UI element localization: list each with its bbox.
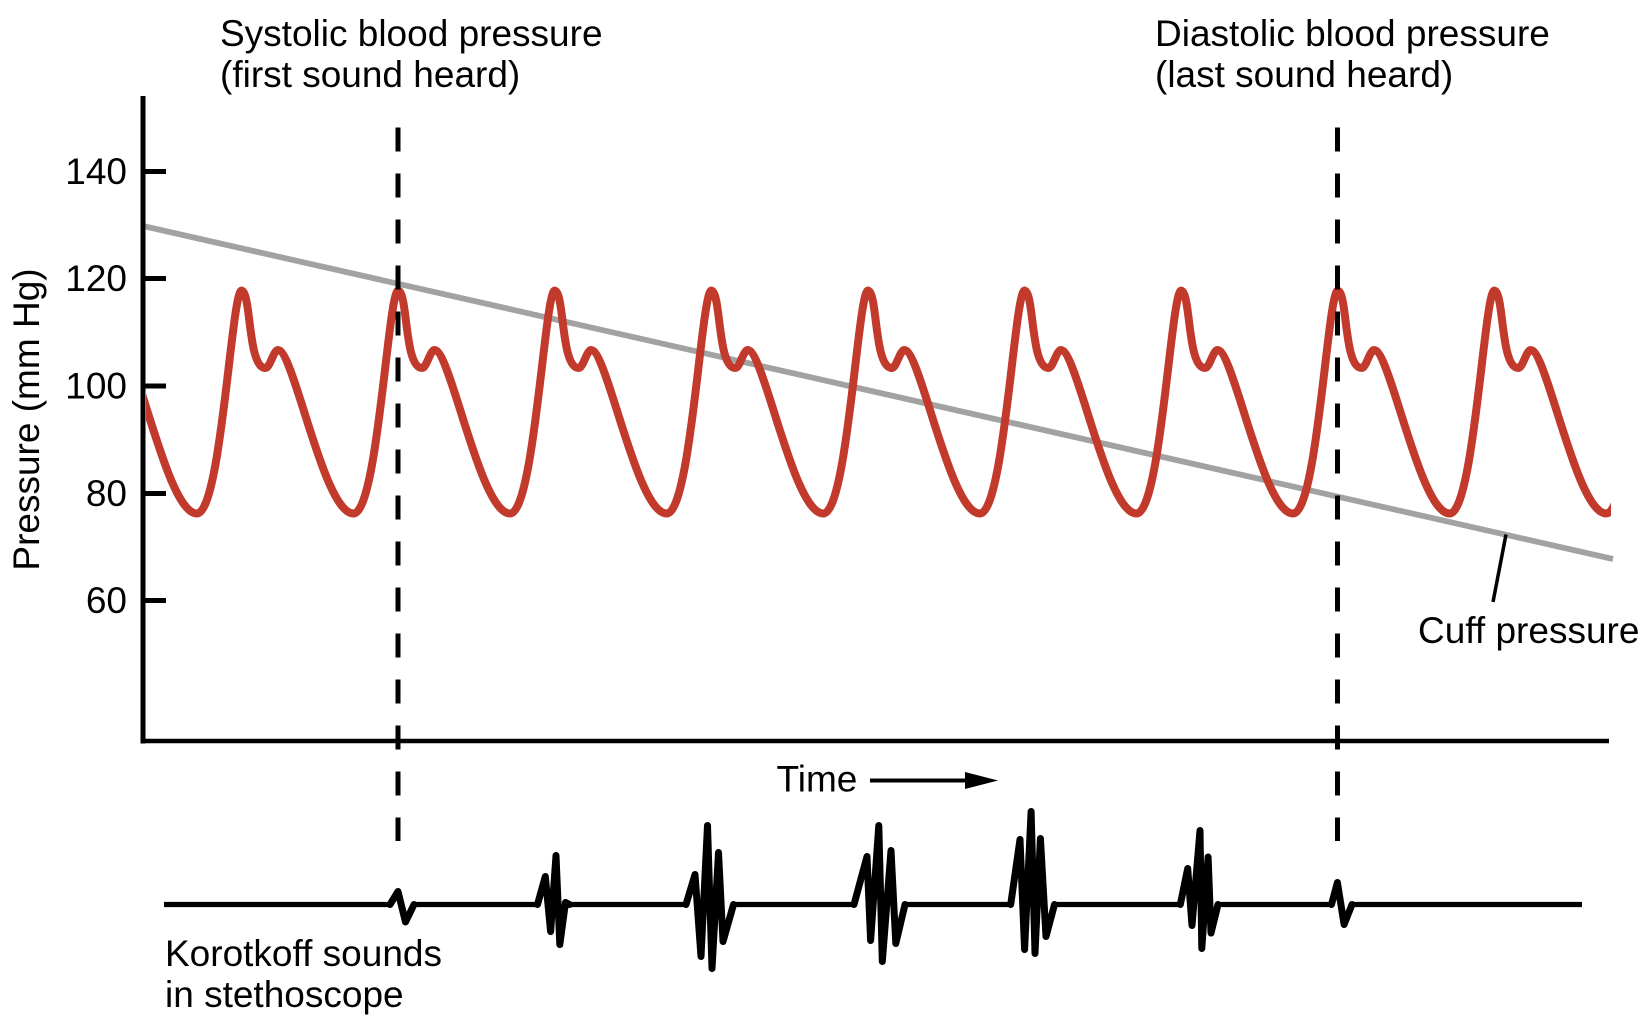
svg-text:in stethoscope: in stethoscope [165, 974, 404, 1015]
svg-text:Systolic blood pressure: Systolic blood pressure [220, 13, 603, 54]
svg-text:60: 60 [86, 580, 127, 621]
svg-text:Cuff pressure: Cuff pressure [1418, 610, 1639, 651]
svg-text:(last sound heard): (last sound heard) [1155, 54, 1453, 95]
svg-text:80: 80 [86, 473, 127, 514]
svg-text:Korotkoff sounds: Korotkoff sounds [165, 933, 442, 974]
svg-text:Time: Time [777, 759, 858, 800]
svg-text:100: 100 [65, 366, 127, 407]
svg-text:140: 140 [65, 151, 127, 192]
svg-text:(first sound heard): (first sound heard) [220, 54, 520, 95]
svg-text:Diastolic blood pressure: Diastolic blood pressure [1155, 13, 1550, 54]
svg-text:120: 120 [65, 258, 127, 299]
svg-text:Pressure (mm Hg): Pressure (mm Hg) [6, 268, 47, 570]
